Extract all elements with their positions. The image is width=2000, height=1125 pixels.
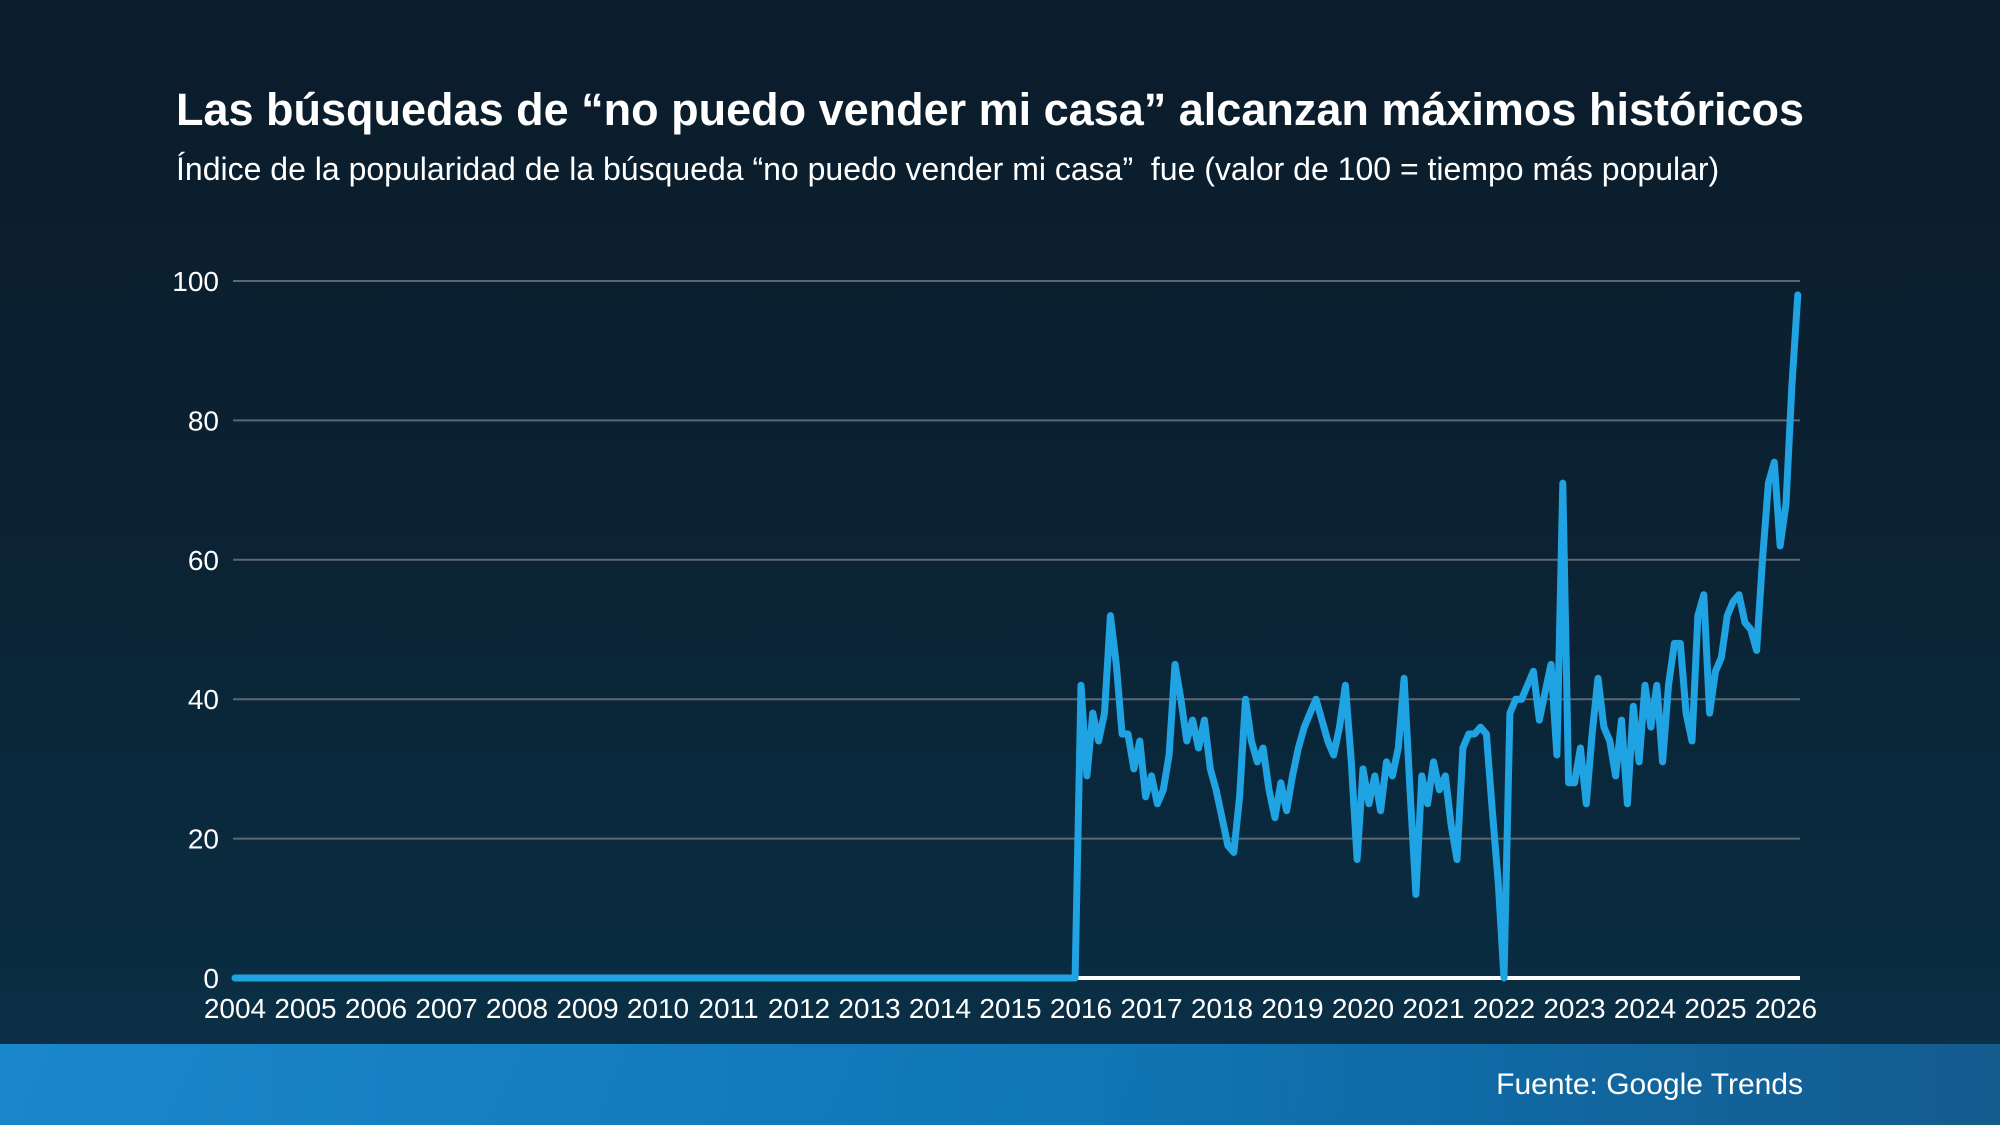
x-tick-label: 2026 <box>1755 993 1817 1024</box>
x-tick-label: 2013 <box>838 993 900 1024</box>
x-tick-label: 2019 <box>1261 993 1323 1024</box>
x-tick-label: 2007 <box>415 993 477 1024</box>
source-credit: Fuente: Google Trends <box>1496 1068 1803 1101</box>
x-tick-label: 2015 <box>979 993 1041 1024</box>
x-tick-label: 2008 <box>486 993 548 1024</box>
y-tick-label: 100 <box>172 266 219 297</box>
x-tick-label: 2012 <box>768 993 830 1024</box>
x-tick-label: 2020 <box>1332 993 1394 1024</box>
y-tick-label: 20 <box>188 824 219 855</box>
y-tick-label: 0 <box>203 963 219 994</box>
x-tick-label: 2025 <box>1684 993 1746 1024</box>
x-tick-label: 2006 <box>345 993 407 1024</box>
x-tick-label: 2004 <box>204 993 266 1024</box>
x-axis-labels: 2004 2005 2006 2007 2008 2009 2010 2011 2012 2013… <box>204 993 1817 1024</box>
y-tick-label: 40 <box>188 684 219 715</box>
x-tick-label: 2005 <box>274 993 336 1024</box>
x-tick-label: 2009 <box>556 993 618 1024</box>
chart-title: Las búsquedas de “no puedo vender mi cas… <box>176 84 1804 135</box>
y-axis-labels: 0 20 40 60 80 100 <box>172 266 219 994</box>
x-tick-label: 2011 <box>698 993 758 1024</box>
x-tick-label: 2010 <box>627 993 689 1024</box>
trend-series-line <box>231 291 1802 982</box>
x-tick-label: 2024 <box>1614 993 1676 1024</box>
x-tick-label: 2021 <box>1402 993 1464 1024</box>
y-tick-label: 60 <box>188 545 219 576</box>
x-tick-label: 2023 <box>1543 993 1605 1024</box>
x-tick-label: 2014 <box>909 993 971 1024</box>
footer-bar: Fuente: Google Trends <box>0 1044 2000 1125</box>
chart-subtitle: Índice de la popularidad de la búsqueda … <box>176 151 1720 187</box>
x-tick-label: 2016 <box>1050 993 1112 1024</box>
x-tick-label: 2022 <box>1473 993 1535 1024</box>
x-tick-label: 2018 <box>1191 993 1253 1024</box>
y-tick-label: 80 <box>188 405 219 436</box>
x-tick-label: 2017 <box>1120 993 1182 1024</box>
